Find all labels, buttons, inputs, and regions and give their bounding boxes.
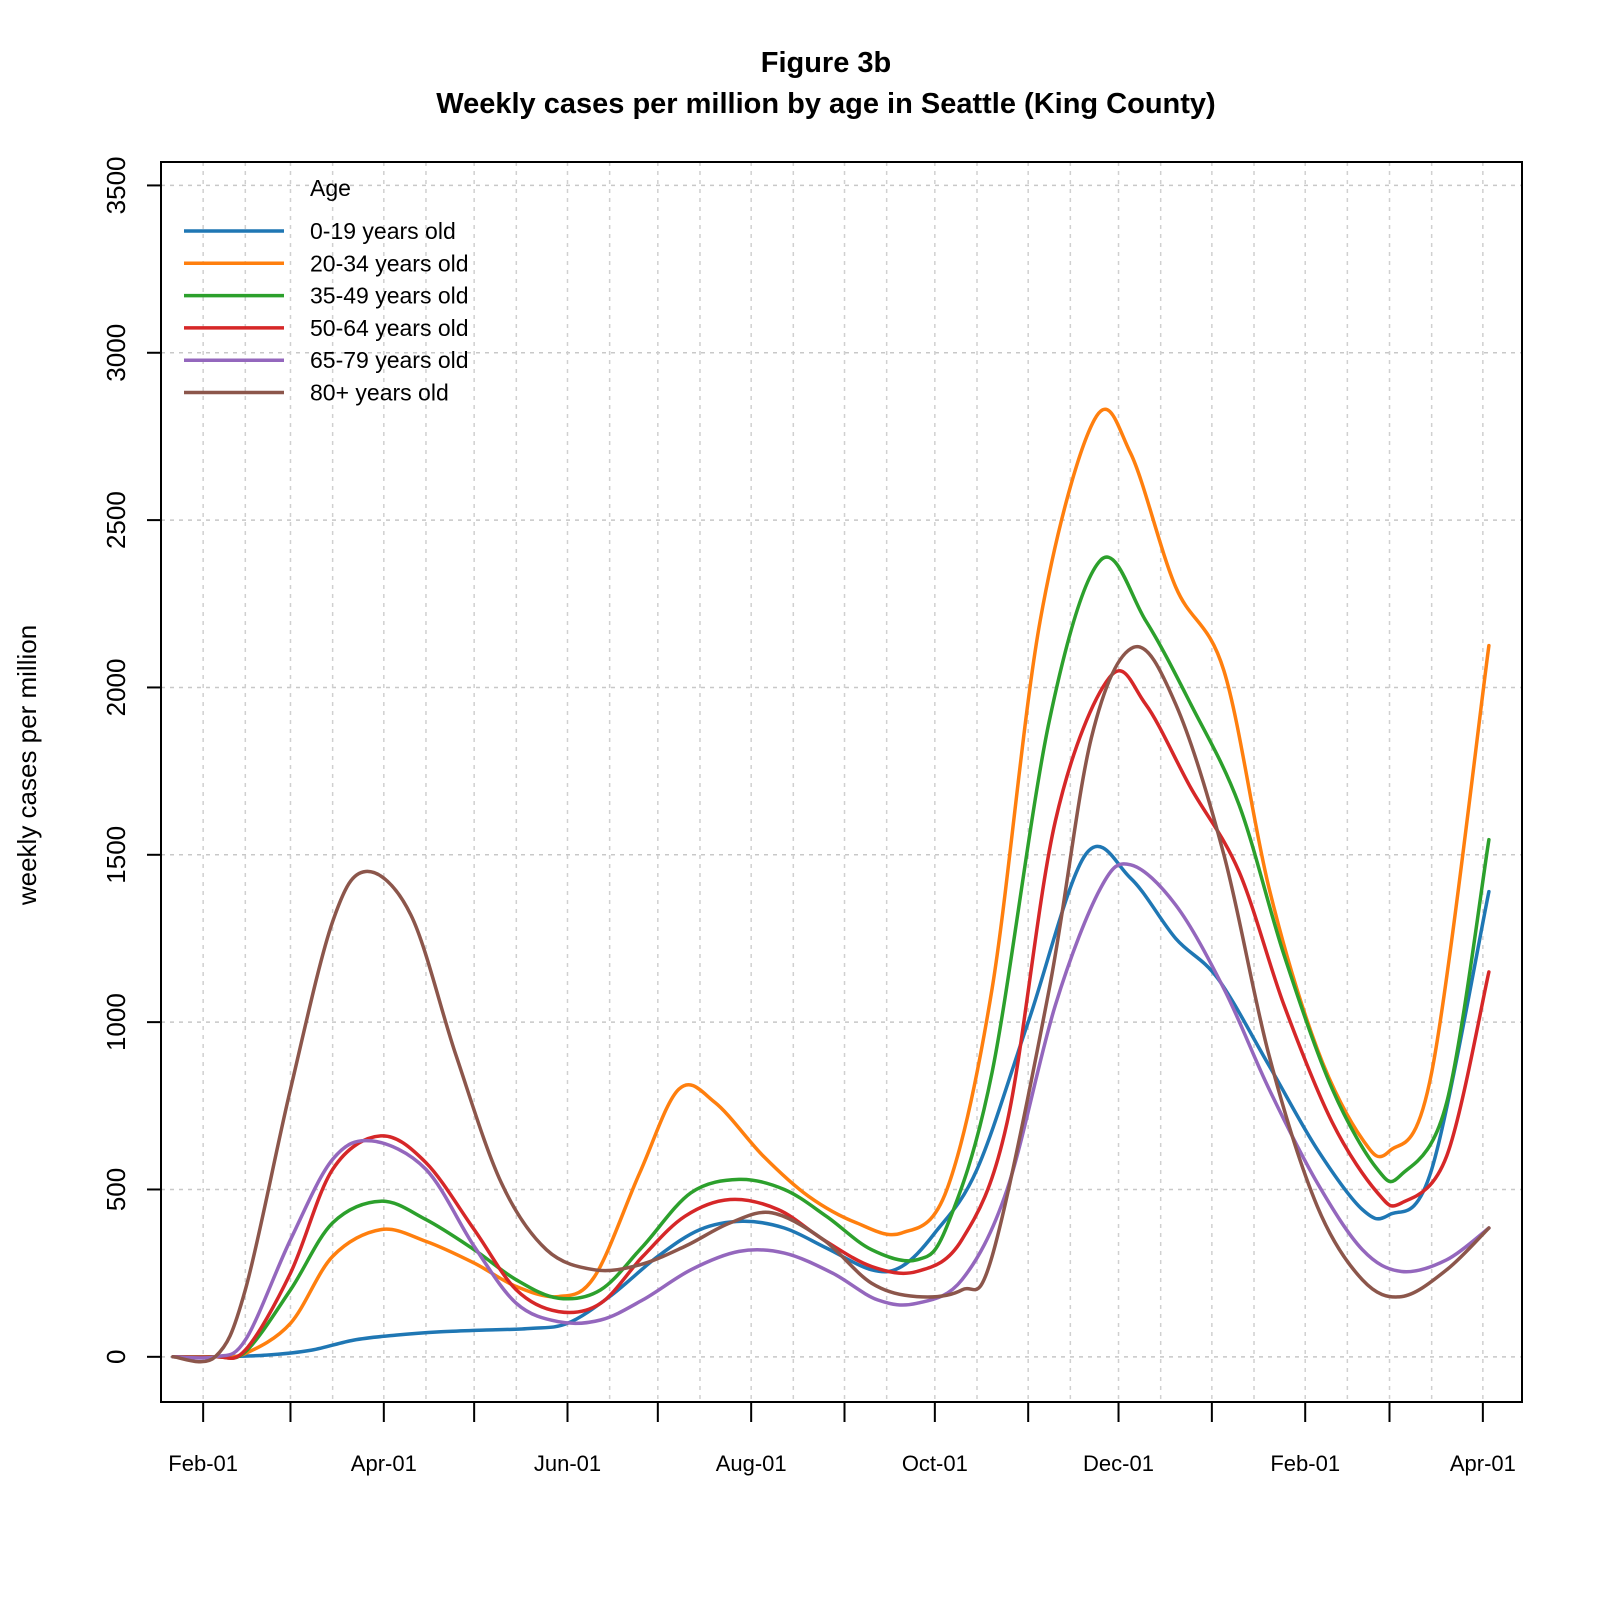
- grid: [161, 162, 1522, 1402]
- series-line-5: [171, 862, 1491, 1360]
- x-tick-label: Apr-01: [351, 1451, 417, 1476]
- x-tick-label: Apr-01: [1450, 1451, 1516, 1476]
- x-tick-label: Oct-01: [902, 1451, 968, 1476]
- x-tick-label: Aug-01: [716, 1451, 787, 1476]
- y-tick-label: 2500: [101, 491, 131, 549]
- series-line-2: [171, 407, 1491, 1359]
- y-tick-label: 1000: [101, 993, 131, 1051]
- legend-entry: 80+ years old: [310, 380, 449, 406]
- y-tick-label: 3500: [101, 157, 131, 215]
- series-line-4: [171, 669, 1491, 1361]
- x-tick-label: Dec-01: [1083, 1451, 1154, 1476]
- legend-entry: 0-19 years old: [310, 218, 456, 244]
- legend-entry: 35-49 years old: [310, 283, 469, 309]
- legend-entry: 50-64 years old: [310, 315, 469, 341]
- chart-subtitle: Weekly cases per million by age in Seatt…: [436, 88, 1215, 120]
- series-line-3: [171, 555, 1491, 1360]
- x-tick-label: Jun-01: [534, 1451, 601, 1476]
- series-line-1: [171, 844, 1491, 1359]
- y-tick-label: 2000: [101, 659, 131, 717]
- chart-title: Figure 3b: [761, 47, 892, 79]
- x-tick-label: Feb-01: [168, 1451, 238, 1476]
- y-tick-label: 3000: [101, 324, 131, 382]
- x-tick-label: Feb-01: [1270, 1451, 1340, 1476]
- series-lines: [171, 407, 1491, 1364]
- plot-frame: [160, 161, 1523, 1403]
- legend-entry: 65-79 years old: [310, 347, 469, 373]
- y-tick-label: 500: [101, 1168, 131, 1211]
- legend: Age 0-19 years old 20-34 years old 35-49 y…: [184, 175, 469, 406]
- y-axis-label: weekly cases per million: [12, 625, 42, 906]
- series-line-6: [171, 644, 1491, 1364]
- legend-entry: 20-34 years old: [310, 250, 469, 276]
- y-tick-label: 0: [101, 1350, 131, 1364]
- axes: 0 500 1000 1500 2000 2500 3000 3500 Feb-01 Apr-01…: [101, 157, 1516, 1476]
- y-tick-label: 1500: [101, 826, 131, 884]
- legend-title: Age: [310, 175, 351, 201]
